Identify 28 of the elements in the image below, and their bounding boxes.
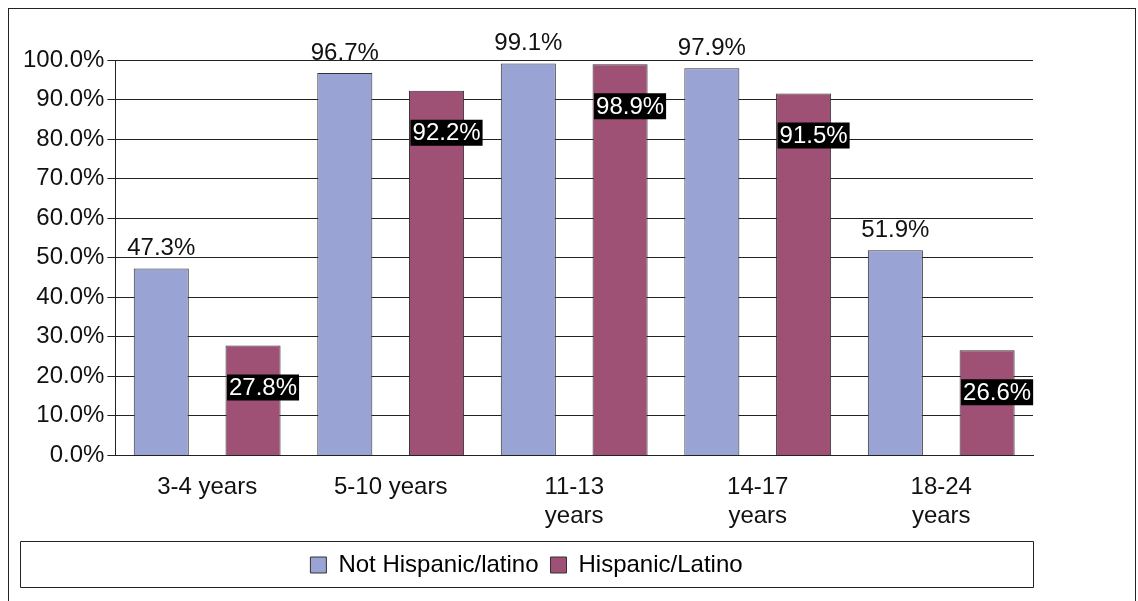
- y-tick-label: 40.0%: [36, 281, 105, 309]
- data-label: 27.8%: [229, 373, 298, 401]
- data-label: 92.2%: [412, 118, 481, 146]
- y-tick-label: 20.0%: [36, 360, 105, 388]
- x-tick-label: 11-13 years: [544, 472, 604, 529]
- legend-label: Hispanic/Latino: [578, 549, 743, 577]
- y-tick-label: 60.0%: [36, 202, 105, 230]
- data-label: 97.9%: [677, 32, 746, 60]
- legend-label: Not Hispanic/latino: [338, 549, 539, 577]
- data-label: 98.9%: [596, 91, 665, 119]
- x-tick-label: 18-24 years: [910, 472, 972, 529]
- data-label: 96.7%: [310, 37, 379, 65]
- x-tick-label: 5-10 years: [333, 472, 448, 500]
- y-tick-label: 30.0%: [36, 321, 105, 349]
- y-tick-label: 80.0%: [36, 123, 105, 151]
- y-tick-label: 50.0%: [36, 242, 105, 270]
- data-label: 26.6%: [963, 377, 1032, 405]
- y-tick-label: 10.0%: [36, 400, 105, 428]
- x-tick-label: 3-4 years: [157, 472, 258, 500]
- y-tick-label: 0.0%: [49, 440, 105, 468]
- y-tick-label: 70.0%: [36, 163, 105, 191]
- data-label: 91.5%: [779, 121, 848, 149]
- data-label: 47.3%: [127, 233, 196, 260]
- data-label: 99.1%: [494, 28, 563, 56]
- y-tick-label: 100.0%: [22, 44, 105, 72]
- y-tick-label: 90.0%: [36, 84, 105, 112]
- x-tick-label: 14-17 years: [727, 472, 789, 529]
- data-label: 51.9%: [861, 214, 930, 242]
